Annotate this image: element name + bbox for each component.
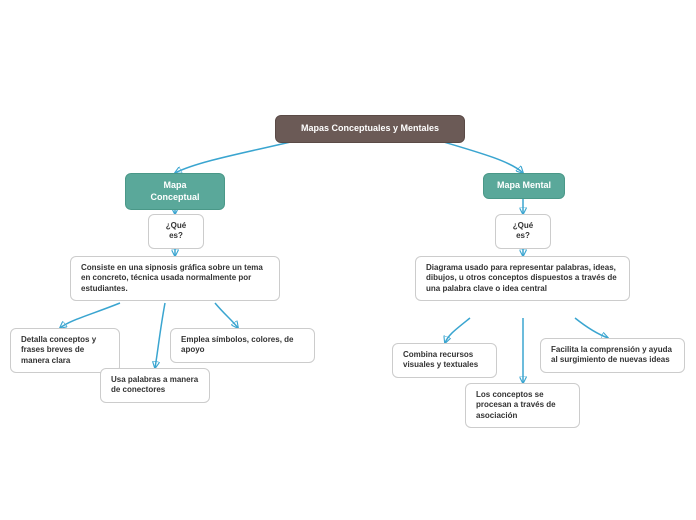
node-mapa-mental: Mapa Mental [483, 173, 565, 199]
node-mapa-conceptual: Mapa Conceptual [125, 173, 225, 210]
node-l1: Detalla conceptos y frases breves de man… [10, 328, 120, 373]
node-right-que-es: ¿Qué es? [495, 214, 551, 249]
node-r2: Los conceptos se procesan a través de as… [465, 383, 580, 428]
node-r1: Combina recursos visuales y textuales [392, 343, 497, 378]
node-right-desc: Diagrama usado para representar palabras… [415, 256, 630, 301]
node-l3: Emplea símbolos, colores, de apoyo [170, 328, 315, 363]
node-l2: Usa palabras a manera de conectores [100, 368, 210, 403]
node-root: Mapas Conceptuales y Mentales [275, 115, 465, 143]
node-left-desc: Consiste en una sipnosis gráfica sobre u… [70, 256, 280, 301]
node-r3: Facilita la comprensión y ayuda al surgi… [540, 338, 685, 373]
node-left-que-es: ¿Qué es? [148, 214, 204, 249]
